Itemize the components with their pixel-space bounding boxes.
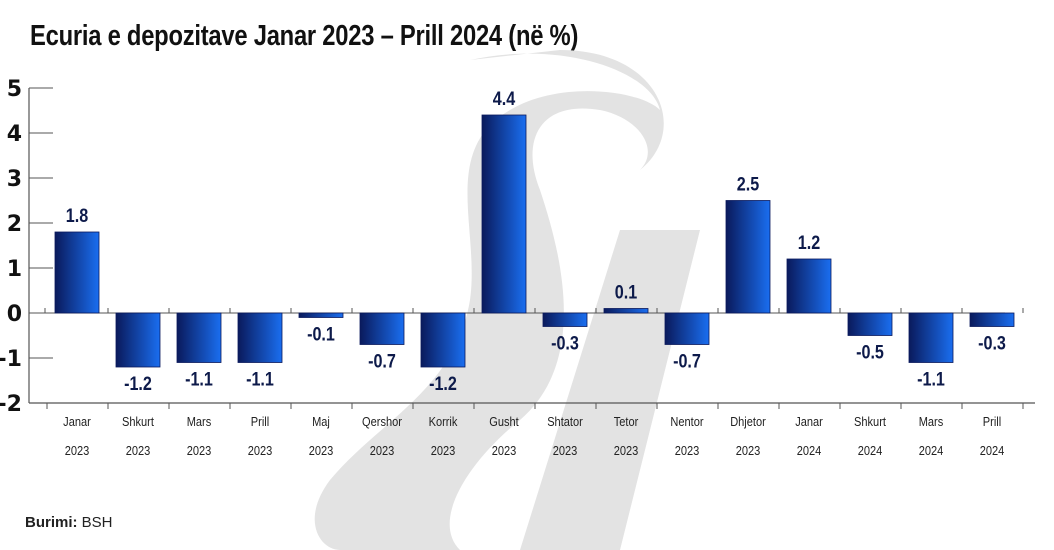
y-tick-label: 4 [7, 122, 22, 147]
data-label: -1.1 [185, 368, 213, 390]
data-label: -0.3 [978, 332, 1006, 354]
bar [725, 200, 771, 314]
x-tick-label-year: 2023 [187, 443, 212, 458]
x-tick-label-year: 2023 [431, 443, 456, 458]
x-tick-label-year: 2023 [126, 443, 151, 458]
x-tick-label-month: Shtator [547, 414, 583, 429]
x-tick-label-year: 2024 [980, 443, 1005, 458]
x-tick-label-month: Mars [187, 414, 212, 429]
data-label: 1.8 [66, 205, 89, 227]
y-tick-label: 1 [7, 257, 22, 282]
bar [115, 312, 161, 368]
data-label: -1.2 [124, 373, 152, 395]
x-tick-label-month: Shkurt [854, 414, 886, 429]
bar [847, 312, 893, 336]
x-tick-label-month: Janar [63, 414, 91, 429]
chart-title: Ecuria e depozitave Janar 2023 – Prill 2… [30, 20, 579, 52]
x-tick-label-year: 2024 [919, 443, 944, 458]
data-label: 2.5 [737, 173, 760, 195]
y-tick-label: 3 [7, 167, 22, 192]
data-label: -0.7 [673, 350, 701, 372]
x-tick-label-month: Prill [983, 414, 1001, 429]
data-label: -1.2 [429, 373, 457, 395]
data-label: 4.4 [493, 88, 516, 110]
bar [176, 312, 222, 363]
y-tick-label: -1 [0, 347, 22, 372]
x-tick-label-year: 2024 [858, 443, 883, 458]
x-tick-label-year: 2023 [65, 443, 90, 458]
x-tick-label-month: Shkurt [122, 414, 154, 429]
x-tick-label-year: 2023 [553, 443, 578, 458]
x-tick-label-month: Nentor [670, 414, 703, 429]
y-tick-label: 0 [7, 302, 22, 327]
bar [603, 308, 649, 314]
bar [481, 114, 527, 314]
x-tick-label-year: 2023 [309, 443, 334, 458]
source-value: BSH [81, 514, 113, 531]
data-label: -1.1 [917, 368, 945, 390]
bar [786, 258, 832, 314]
x-tick-label-year: 2023 [248, 443, 273, 458]
bar [420, 312, 466, 368]
bar [908, 312, 954, 363]
source-note: Burimi: BSH [25, 514, 113, 531]
bar [359, 312, 405, 345]
x-tick-label-month: Janar [795, 414, 823, 429]
bar [969, 312, 1015, 327]
x-tick-label-month: Gusht [489, 414, 519, 429]
bar [237, 312, 283, 363]
bar [542, 312, 588, 327]
x-tick-label-year: 2023 [370, 443, 395, 458]
x-tick-label-month: Prill [251, 414, 269, 429]
x-tick-label-month: Qershor [362, 414, 402, 429]
data-label: -1.1 [246, 368, 274, 390]
data-label: -0.7 [368, 350, 396, 372]
data-label: -0.5 [856, 341, 884, 363]
bar [298, 312, 344, 318]
bar [54, 231, 100, 314]
data-label: -0.1 [307, 323, 335, 345]
x-tick-label-month: Tetor [614, 414, 639, 429]
y-tick-label: 5 [7, 77, 22, 102]
x-tick-label-year: 2023 [675, 443, 700, 458]
y-tick-label: 2 [7, 212, 22, 237]
x-tick-label-year: 2023 [736, 443, 761, 458]
x-tick-label-year: 2024 [797, 443, 822, 458]
data-label: 0.1 [615, 281, 638, 303]
x-tick-label-year: 2023 [492, 443, 517, 458]
data-label: 1.2 [798, 232, 821, 254]
data-label: -0.3 [551, 332, 579, 354]
x-tick-label-month: Dhjetor [730, 414, 766, 429]
x-tick-label-year: 2023 [614, 443, 639, 458]
x-tick-label-month: Korrik [429, 414, 459, 429]
x-tick-label-month: Mars [919, 414, 944, 429]
x-tick-label-month: Maj [312, 414, 330, 429]
bar [664, 312, 710, 345]
y-tick-label: -2 [0, 392, 22, 417]
source-label: Burimi: [25, 514, 78, 531]
